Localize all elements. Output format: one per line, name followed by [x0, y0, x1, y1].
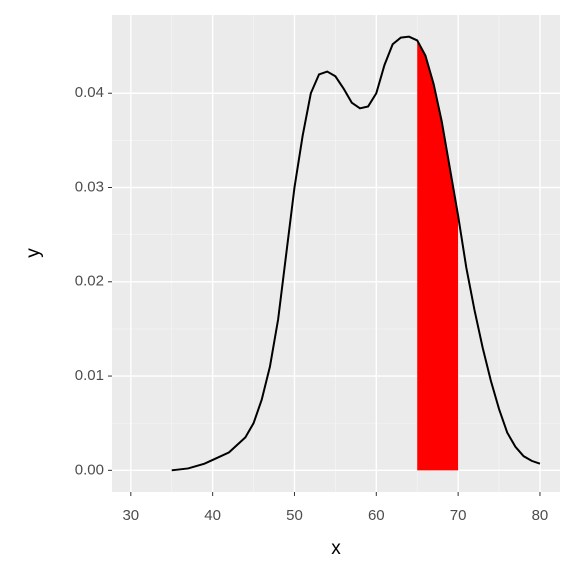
y-tick-label: 0.02 [75, 273, 104, 290]
x-tick-label: 30 [122, 507, 139, 524]
x-tick-label: 50 [286, 507, 303, 524]
x-axis-title: x [331, 538, 341, 559]
y-tick-label: 0.04 [75, 84, 104, 101]
shaded-area [417, 40, 459, 471]
density-line [171, 35, 541, 472]
x-tick-label: 40 [204, 507, 221, 524]
y-tick-label: 0.00 [75, 461, 104, 478]
y-axis-title: y [23, 248, 44, 258]
y-tick-label: 0.01 [75, 367, 104, 384]
y-tick-label: 0.03 [75, 178, 104, 195]
x-tick-label: 80 [532, 507, 549, 524]
x-tick-label: 60 [368, 507, 385, 524]
panel [112, 15, 560, 492]
x-tick-label: 70 [450, 507, 467, 524]
